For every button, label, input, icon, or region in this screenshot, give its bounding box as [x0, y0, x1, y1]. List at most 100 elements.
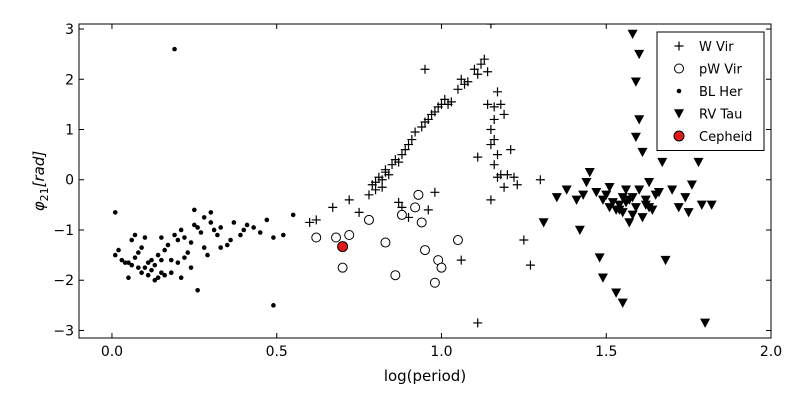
data-point [290, 212, 296, 218]
data-point [423, 114, 433, 124]
data-point [683, 208, 694, 218]
data-point [331, 232, 342, 243]
data-point [647, 205, 658, 215]
series-pw-vir [311, 189, 463, 288]
x-tick-label: 0.0 [101, 344, 123, 360]
y-tick-label: −1 [53, 223, 74, 239]
data-point [363, 214, 374, 225]
data-point [551, 193, 562, 203]
data-point [112, 210, 118, 215]
data-point [476, 59, 486, 69]
data-point [696, 200, 707, 210]
data-point [396, 209, 407, 220]
data-point [271, 303, 276, 308]
data-point [215, 232, 220, 238]
y-tick-label: −3 [53, 323, 74, 339]
data-point [394, 197, 404, 207]
legend-marker [673, 130, 685, 142]
data-point [175, 260, 181, 265]
data-point [142, 235, 148, 240]
data-point [453, 84, 463, 94]
data-point [159, 270, 164, 275]
data-point [380, 165, 390, 175]
data-point [136, 250, 141, 255]
data-point [238, 232, 243, 238]
data-point [129, 262, 135, 268]
y-tick-label: 3 [65, 22, 74, 38]
data-point [637, 147, 648, 158]
data-point [400, 145, 410, 155]
data-point [257, 230, 263, 235]
data-point [617, 298, 628, 308]
data-point [205, 252, 210, 258]
data-point [159, 235, 164, 240]
data-point [404, 140, 414, 150]
data-point [614, 205, 625, 215]
data-point [116, 247, 121, 253]
data-point [578, 190, 589, 200]
data-point [420, 245, 430, 256]
data-point [591, 188, 602, 198]
data-point [337, 241, 349, 253]
data-point [429, 277, 440, 288]
data-point [423, 205, 433, 215]
y-axis-label: φ21[rad] [30, 151, 51, 212]
data-point [228, 237, 233, 243]
data-point [581, 178, 592, 188]
data-point [251, 225, 256, 230]
legend-entry: Cepheid [673, 130, 752, 145]
data-point [614, 200, 625, 210]
data-point [496, 99, 506, 109]
data-point [506, 145, 516, 155]
y-axis-label-subscript: 21 [38, 187, 51, 201]
data-point [410, 202, 421, 213]
data-point [344, 230, 355, 241]
y-axis-label-base: φ [30, 201, 48, 211]
data-point [377, 182, 387, 192]
legend-entry: BL Her [676, 85, 743, 100]
data-point [354, 207, 364, 217]
data-point [371, 177, 381, 187]
data-point [637, 213, 648, 223]
data-point [499, 182, 509, 192]
data-point [149, 257, 154, 263]
data-point [644, 178, 655, 188]
legend-entry: pW Vir [674, 63, 742, 78]
data-point [538, 218, 549, 228]
data-point [192, 207, 197, 213]
data-point [630, 77, 641, 87]
data-point [611, 288, 622, 298]
data-point [305, 217, 315, 227]
data-point [634, 49, 645, 60]
data-point [175, 237, 181, 243]
data-point [344, 195, 354, 205]
data-point [407, 135, 417, 145]
data-point [136, 265, 141, 270]
data-point [607, 198, 618, 208]
series-rv-tau [538, 29, 717, 328]
data-point [201, 215, 207, 220]
data-point [162, 247, 167, 253]
data-point [178, 227, 184, 233]
legend-marker [676, 88, 682, 94]
data-point [394, 157, 404, 167]
data-point [492, 87, 502, 97]
data-point [561, 185, 572, 195]
data-point [601, 190, 612, 200]
data-point [660, 255, 671, 266]
data-point [463, 77, 473, 87]
data-point [571, 195, 582, 205]
data-point [224, 242, 230, 248]
data-point [195, 287, 200, 293]
data-point [201, 245, 207, 250]
data-point [188, 265, 194, 270]
data-point [640, 195, 651, 205]
data-point [492, 172, 502, 182]
data-point [489, 114, 499, 124]
data-point [473, 318, 483, 328]
data-point [126, 260, 131, 265]
data-point [139, 270, 144, 275]
data-point [410, 127, 420, 137]
data-point [673, 203, 684, 213]
data-point [627, 29, 638, 40]
